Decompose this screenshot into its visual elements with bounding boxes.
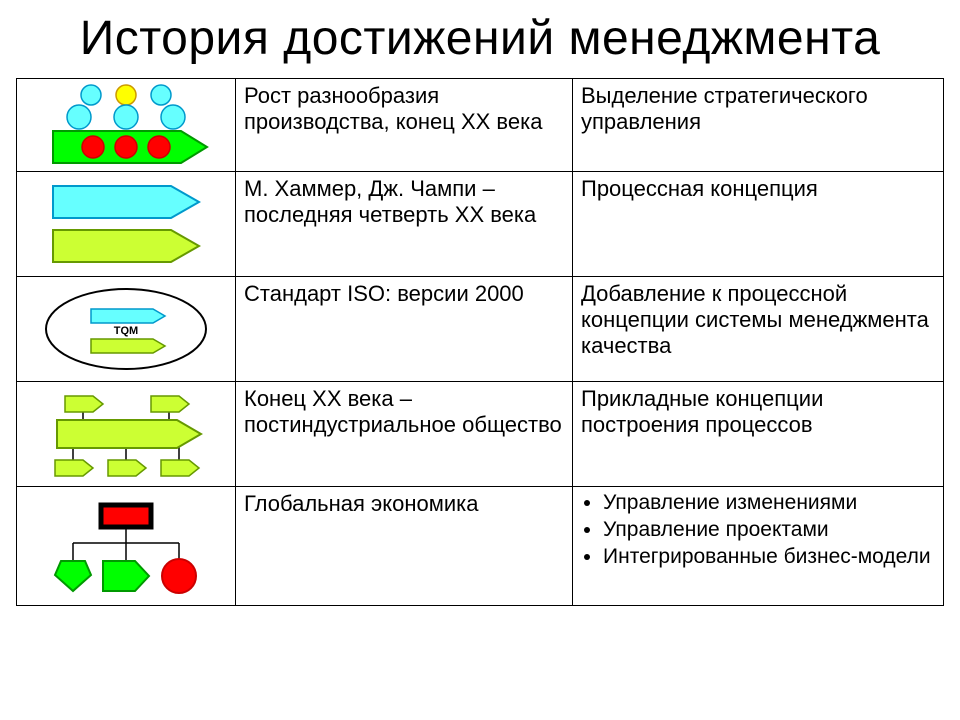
table-row: Глобальная экономика Управление изменени… bbox=[17, 487, 944, 606]
period-cell: Конец XX века – постиндустриальное общес… bbox=[236, 382, 573, 487]
list-item: Управление проектами bbox=[603, 518, 935, 543]
tqm-label: TQM bbox=[114, 325, 138, 337]
concept-cell: Выделение стратегического управления bbox=[573, 79, 944, 172]
icon-cell-diversity bbox=[17, 79, 236, 172]
icon-cell-global bbox=[17, 487, 236, 606]
diversity-icon bbox=[31, 83, 221, 167]
table-row: Конец XX века – постиндустриальное общес… bbox=[17, 382, 944, 487]
table-row: Рост разнообразия производства, конец XX… bbox=[17, 79, 944, 172]
icon-cell-process-tree bbox=[17, 382, 236, 487]
global-shapes-icon bbox=[31, 491, 221, 601]
bullet-list: Управление изменениями Управление проект… bbox=[581, 491, 935, 569]
process-tree-icon bbox=[31, 386, 221, 482]
icon-cell-two-arrows bbox=[17, 172, 236, 277]
concept-cell: Процессная концепция bbox=[573, 172, 944, 277]
list-item: Интегрированные бизнес-модели bbox=[603, 545, 935, 570]
concept-cell-bullets: Управление изменениями Управление проект… bbox=[573, 487, 944, 606]
period-cell: М. Хаммер, Дж. Чампи – последняя четверт… bbox=[236, 172, 573, 277]
slide: История достижений менеджмента bbox=[0, 0, 960, 720]
tqm-ellipse-icon: TQM bbox=[31, 281, 221, 377]
concept-cell: Прикладные концепции построения процессо… bbox=[573, 382, 944, 487]
table-row: TQM Стандарт ISO: версии 2000 Добавление… bbox=[17, 277, 944, 382]
history-table: Рост разнообразия производства, конец XX… bbox=[16, 78, 944, 606]
period-cell: Стандарт ISO: версии 2000 bbox=[236, 277, 573, 382]
period-cell: Рост разнообразия производства, конец XX… bbox=[236, 79, 573, 172]
icon-cell-tqm: TQM bbox=[17, 277, 236, 382]
table-row: М. Хаммер, Дж. Чампи – последняя четверт… bbox=[17, 172, 944, 277]
list-item: Управление изменениями bbox=[603, 491, 935, 516]
concept-cell: Добавление к процессной концепции систем… bbox=[573, 277, 944, 382]
slide-title: История достижений менеджмента bbox=[16, 14, 944, 64]
two-arrows-icon bbox=[31, 176, 221, 272]
period-cell: Глобальная экономика bbox=[236, 487, 573, 606]
